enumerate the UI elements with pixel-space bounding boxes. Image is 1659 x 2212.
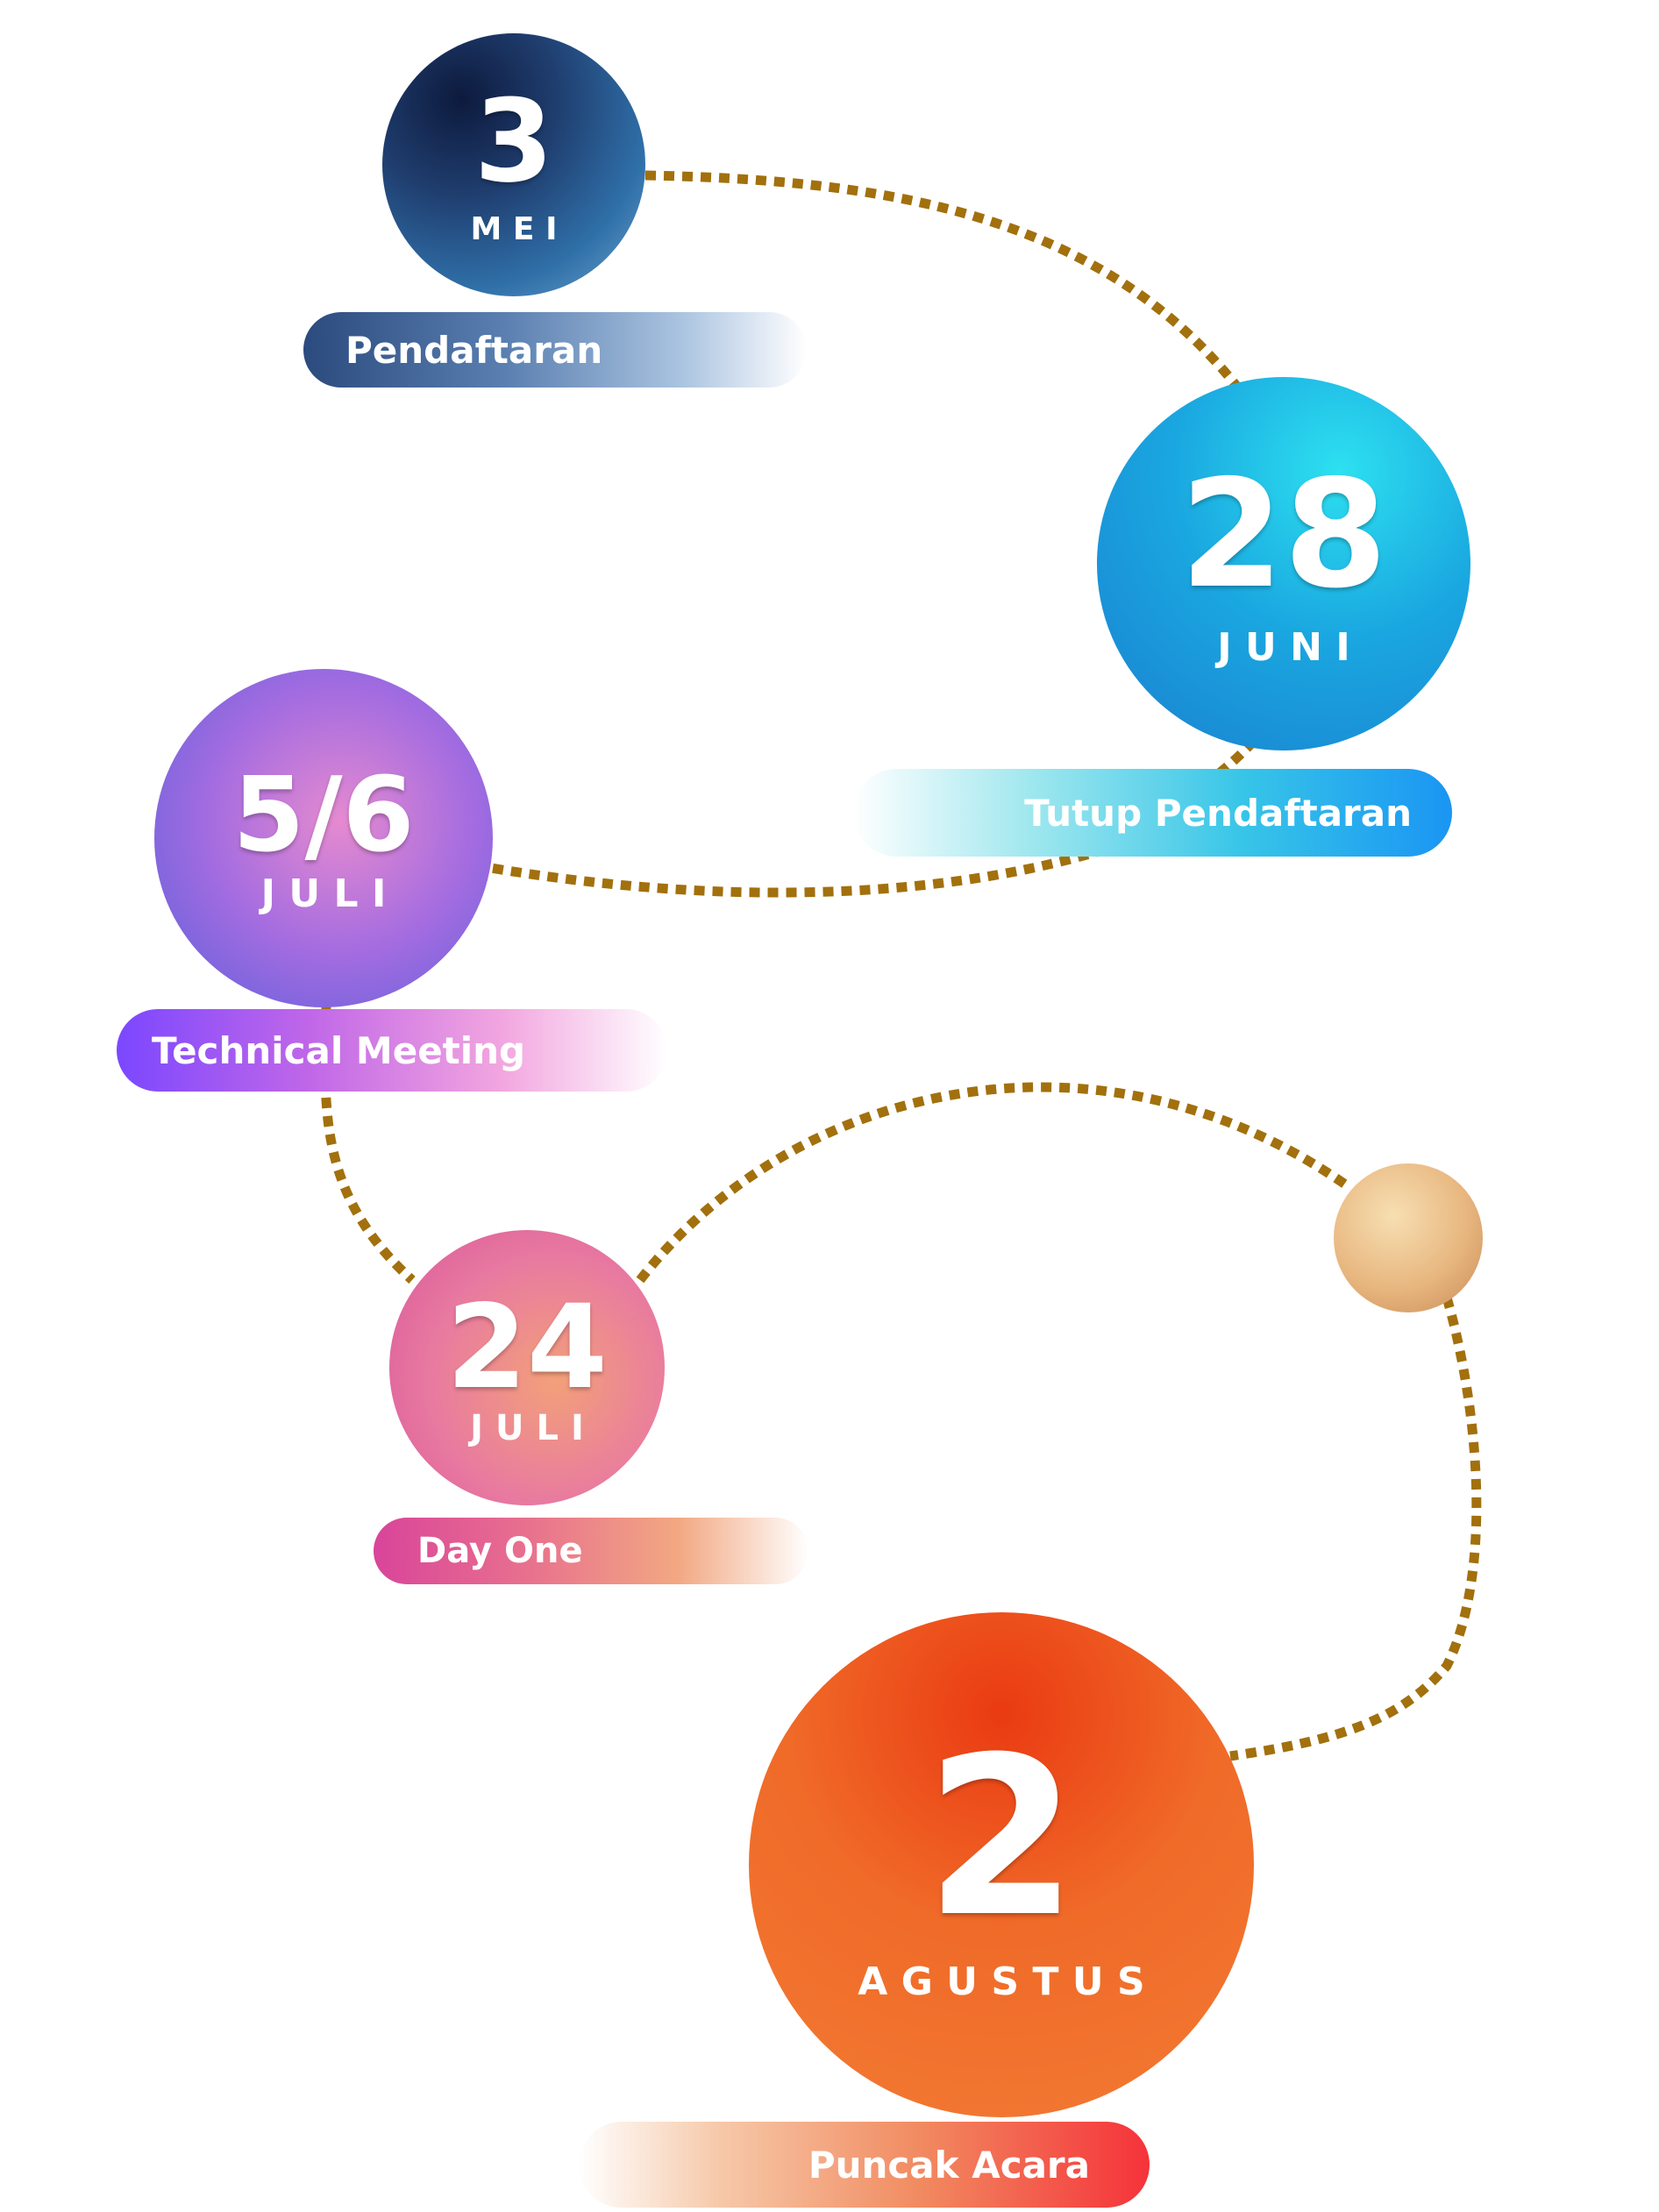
event-day: 3	[473, 75, 554, 208]
event-planet-puncak-acara: 2 AGUSTUS	[749, 1612, 1254, 2117]
event-month: JUNI	[1217, 625, 1364, 670]
event-planet-technical-meeting: 5/6 JULI	[154, 669, 493, 1007]
event-planet-pendaftaran: 3 MEI	[382, 33, 645, 296]
event-month: MEI	[470, 211, 569, 247]
event-day: 2	[925, 1710, 1078, 1965]
event-label-day-one: Day One	[374, 1518, 808, 1584]
event-day: 5/6	[232, 754, 415, 875]
event-month: JULI	[470, 1408, 596, 1448]
event-planet-tutup-pendaftaran: 28 JUNI	[1097, 377, 1470, 750]
event-day: 28	[1179, 448, 1388, 622]
event-label-pendaftaran: Pendaftaran	[303, 312, 807, 388]
event-month: JULI	[260, 871, 400, 916]
event-label-tutup-pendaftaran: Tutup Pendaftaran	[853, 769, 1452, 857]
event-month: AGUSTUS	[858, 1960, 1159, 2004]
event-label-puncak-acara: Puncak Acara	[579, 2122, 1150, 2208]
event-day: 24	[446, 1280, 608, 1415]
event-planet-day-one: 24 JULI	[389, 1230, 665, 1505]
decorative-planet	[1334, 1163, 1483, 1312]
event-label-technical-meeting: Technical Meeting	[117, 1009, 667, 1092]
